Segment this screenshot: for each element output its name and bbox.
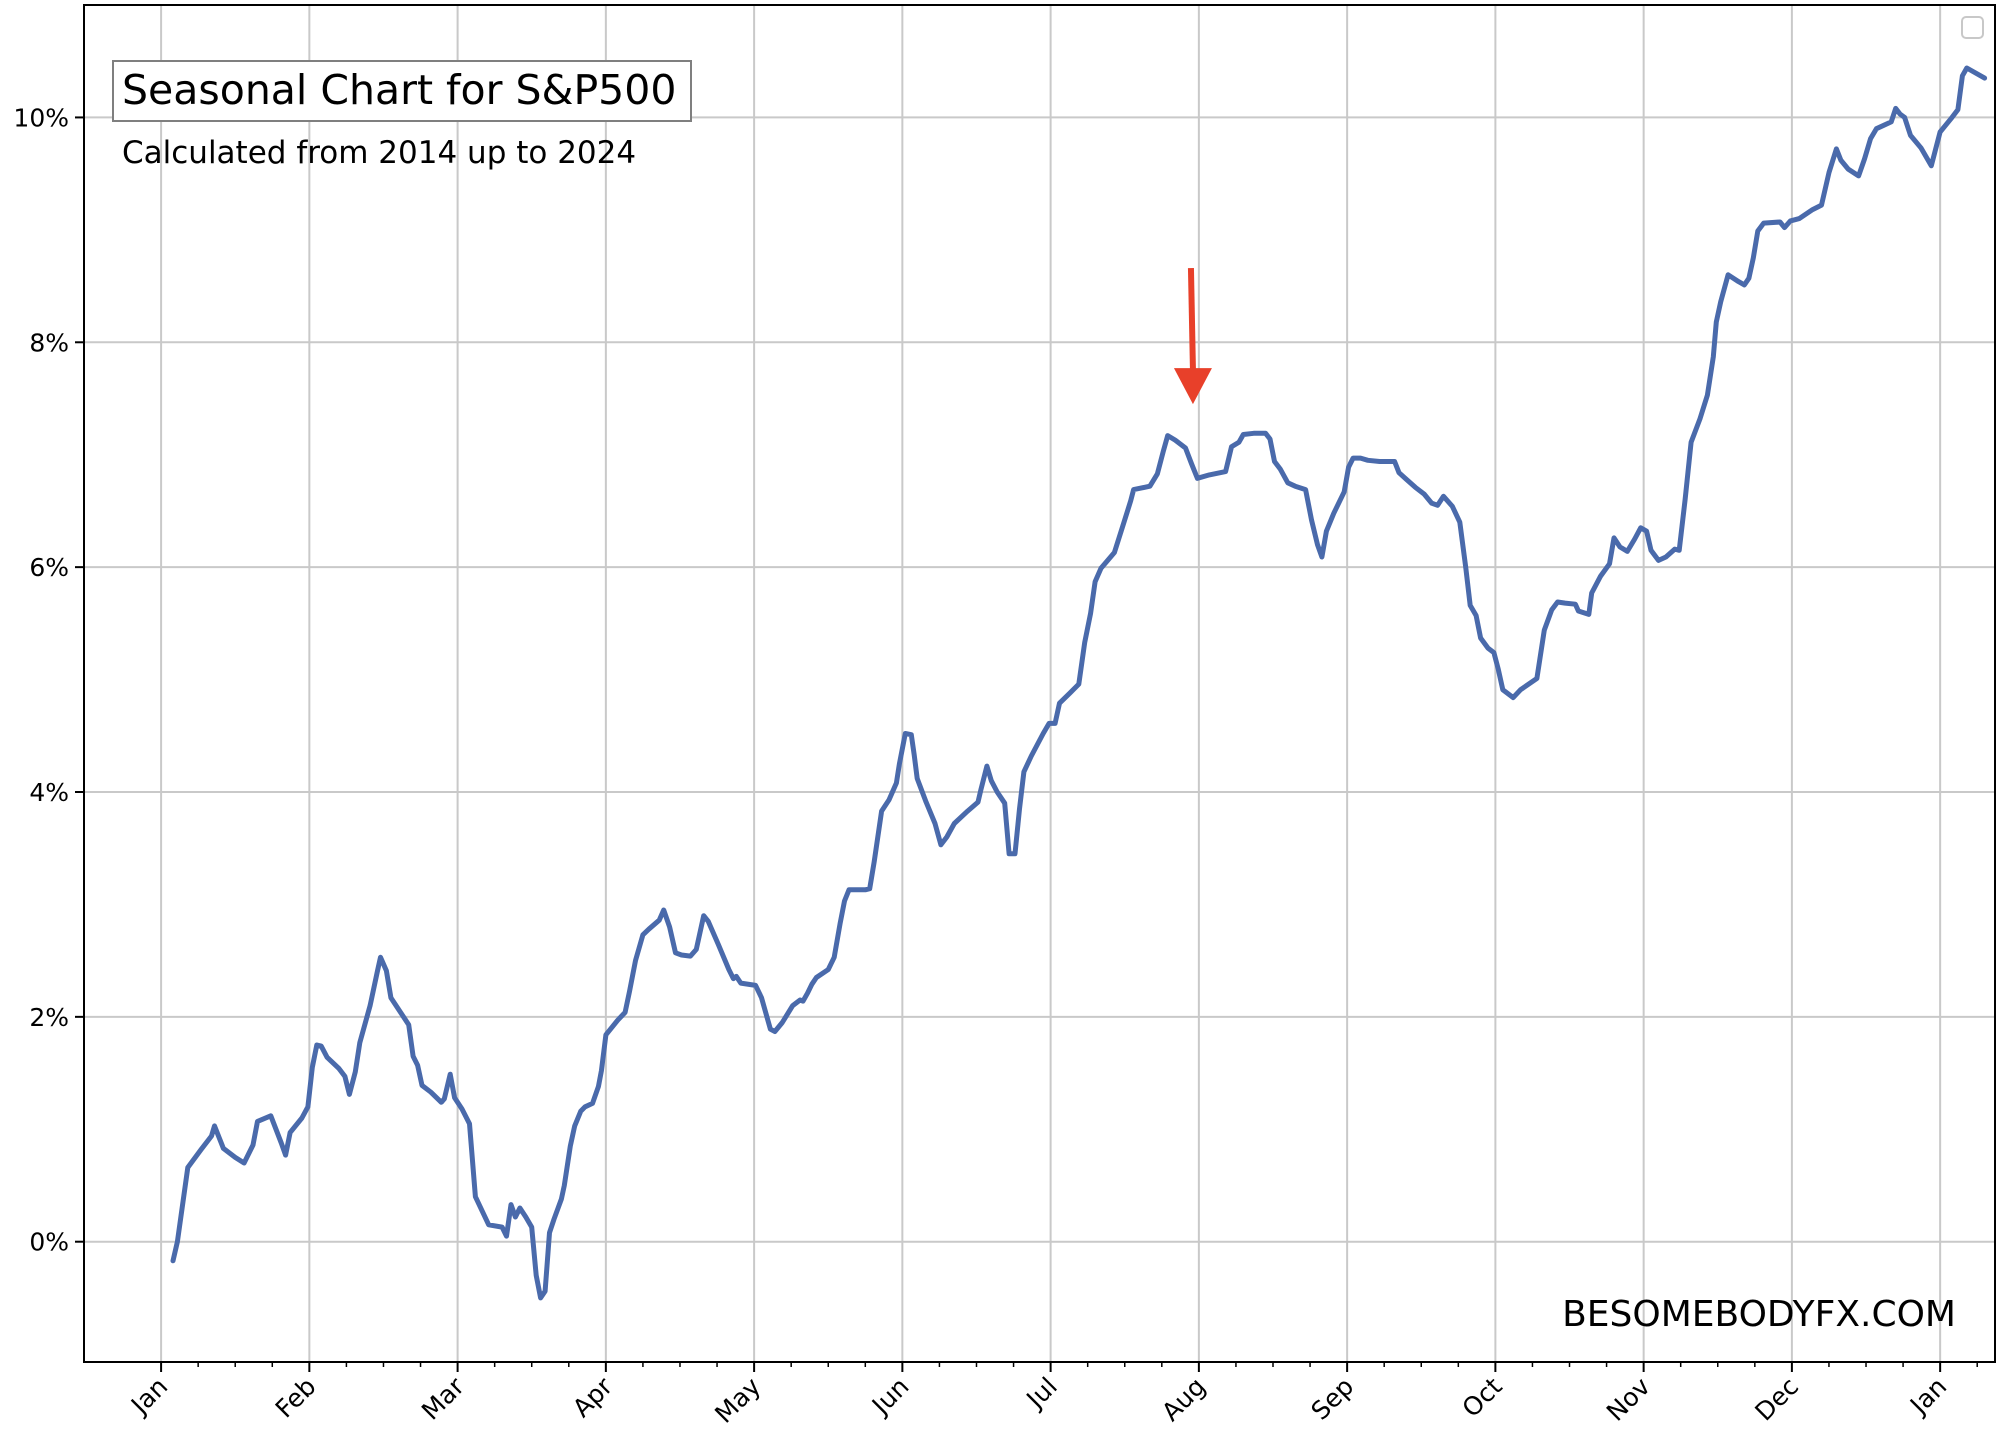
y-tick-label: 2%	[29, 1003, 69, 1032]
series-line-group	[170, 65, 1988, 1301]
y-tick-label: 4%	[29, 778, 69, 807]
title-frame	[112, 60, 692, 122]
y-tick-label: 8%	[29, 328, 69, 357]
watermark: BESOMEBODYFX.COM	[1562, 1294, 1956, 1335]
y-tick-label: 0%	[29, 1228, 69, 1257]
arrow-shaft	[1187, 268, 1196, 371]
annotation-arrow	[1173, 268, 1212, 405]
y-axis: 0% 2% 4% 6% 8% 10%	[13, 103, 84, 1257]
legend-box-empty	[1961, 16, 1984, 39]
y-tick-label: 10%	[13, 103, 69, 132]
arrow-head	[1173, 368, 1212, 405]
chart-subtitle: Calculated from 2014 up to 2024	[122, 135, 636, 171]
y-tick-label: 6%	[29, 553, 69, 582]
series-line	[170, 65, 1988, 1301]
title-box: Seasonal Chart for S&P500	[112, 60, 692, 122]
plot-frame	[83, 4, 1996, 1363]
chart-title: Seasonal Chart for S&P500	[122, 66, 676, 114]
